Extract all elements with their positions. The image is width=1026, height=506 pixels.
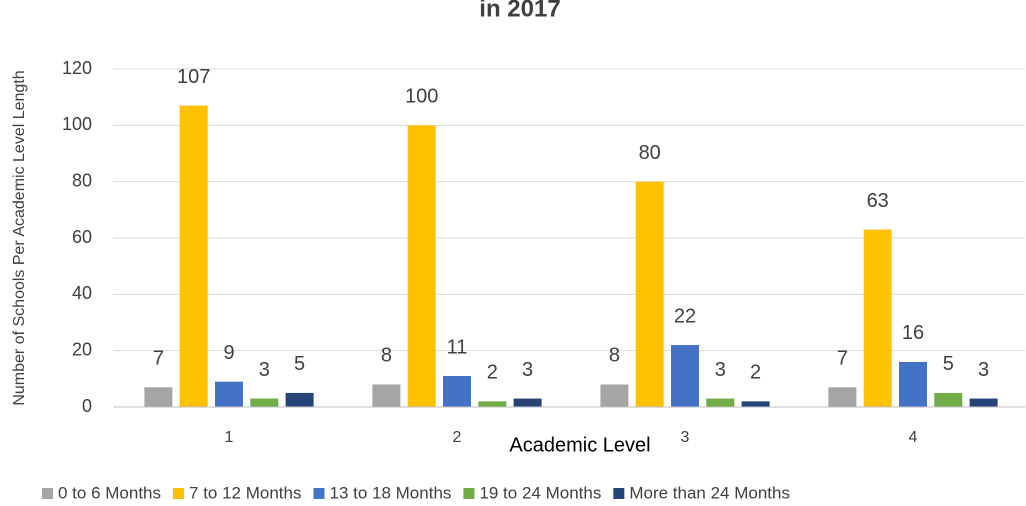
bar: [600, 384, 629, 407]
data-label: 3: [522, 359, 533, 381]
data-label: 3: [259, 359, 270, 381]
bar: [215, 381, 243, 407]
legend-swatch: [613, 488, 625, 499]
x-tick-label: 3: [681, 429, 690, 446]
data-label: 107: [177, 66, 210, 88]
y-tick-label: 80: [72, 170, 92, 190]
bar: [443, 376, 471, 407]
legend-label: More than 24 Months: [629, 483, 790, 502]
bar: [478, 401, 507, 407]
data-label: 8: [609, 345, 620, 367]
data-label: 7: [837, 348, 848, 370]
bar: [635, 181, 664, 407]
data-label: 100: [405, 86, 438, 108]
y-tick-label: 0: [82, 396, 92, 416]
legend-label: 0 to 6 Months: [58, 483, 161, 502]
x-tick-label: 2: [453, 429, 462, 446]
bar: [828, 387, 857, 407]
x-tick-label: 4: [909, 429, 918, 446]
y-tick-label: 60: [72, 227, 92, 247]
data-label: 9: [223, 342, 234, 364]
bar: [863, 229, 892, 407]
bar: [671, 345, 699, 407]
data-label: 16: [902, 322, 924, 344]
data-label: 8: [381, 345, 392, 367]
bar: [285, 392, 314, 407]
y-tick-label: 120: [62, 58, 92, 78]
data-label: 2: [487, 362, 498, 384]
data-label: 63: [867, 190, 889, 212]
bar: [706, 398, 735, 407]
legend-swatch: [173, 488, 185, 499]
bar: [741, 401, 770, 407]
data-label: 5: [943, 353, 954, 375]
legend-label: 7 to 12 Months: [189, 483, 301, 502]
x-axis-label: Academic Level: [509, 434, 650, 456]
data-label: 11: [447, 336, 468, 358]
legend-swatch: [313, 488, 325, 499]
x-tick-label: 1: [225, 429, 234, 446]
legend-swatch: [463, 488, 475, 499]
data-label: 22: [674, 305, 696, 327]
legend-label: 19 to 24 Months: [479, 483, 601, 502]
legend-swatch: [42, 488, 53, 499]
data-label: 80: [639, 142, 661, 164]
data-label: 3: [978, 359, 989, 381]
y-tick-label: 40: [72, 283, 92, 303]
bar: [934, 392, 963, 407]
bar: [407, 125, 436, 407]
data-label: 3: [715, 359, 726, 381]
data-label: 7: [153, 348, 164, 370]
bar: [969, 398, 998, 407]
legend-label: 13 to 18 Months: [329, 483, 451, 502]
bar: [179, 105, 208, 407]
bar: [250, 398, 279, 407]
data-label: 2: [750, 362, 761, 384]
bar: [144, 387, 173, 407]
bar: [899, 361, 927, 407]
y-axis-label: Number of Schools Per Academic Level Len…: [11, 70, 28, 405]
bar: [513, 398, 542, 407]
y-tick-label: 20: [72, 339, 92, 359]
data-label: 5: [294, 353, 305, 375]
bar: [372, 384, 401, 407]
chart-title: in 2017: [479, 0, 560, 22]
y-tick-label: 100: [62, 114, 92, 134]
